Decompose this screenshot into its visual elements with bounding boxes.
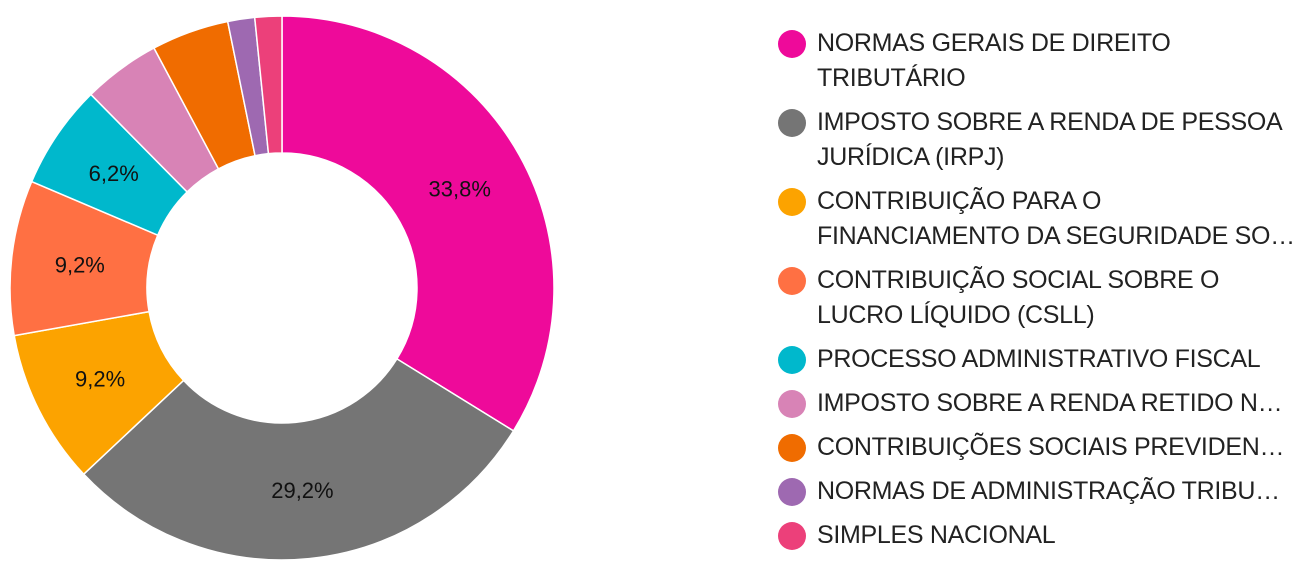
legend-label: CONTRIBUIÇÃO SOCIAL SOBRE O LUCRO LÍQUID… <box>817 266 1220 329</box>
legend-label: IMPOSTO SOBRE A RENDA DE PESSOA JURÍDICA… <box>817 108 1282 171</box>
legend-swatch <box>778 478 806 506</box>
slice-value-label: 9,2% <box>75 367 125 392</box>
legend-item[interactable]: IMPOSTO SOBRE A RENDA RETIDO N… <box>778 386 1303 421</box>
legend-swatch <box>778 188 806 216</box>
pie-slice[interactable] <box>82 357 515 561</box>
legend-swatch <box>778 109 806 137</box>
legend-item[interactable]: IMPOSTO SOBRE A RENDA DE PESSOA JURÍDICA… <box>778 105 1303 175</box>
legend-label: PROCESSO ADMINISTRATIVO FISCAL <box>817 345 1261 373</box>
legend-item[interactable]: PROCESSO ADMINISTRATIVO FISCAL <box>778 342 1303 377</box>
legend-swatch <box>778 30 806 58</box>
slice-value-label: 9,2% <box>55 253 105 278</box>
legend-swatch <box>778 522 806 550</box>
slice-value-label: 33,8% <box>429 176 491 201</box>
legend-swatch <box>778 434 806 462</box>
legend-item[interactable]: CONTRIBUIÇÕES SOCIAIS PREVIDENC… <box>778 430 1303 465</box>
legend-item[interactable]: SIMPLES NACIONAL <box>778 518 1303 553</box>
legend-item[interactable]: CONTRIBUIÇÃO PARA O FINANCIAMENTO DA SEG… <box>778 184 1303 254</box>
legend-label: IMPOSTO SOBRE A RENDA RETIDO N… <box>817 389 1283 417</box>
legend-item[interactable]: CONTRIBUIÇÃO SOCIAL SOBRE O LUCRO LÍQUID… <box>778 263 1303 333</box>
legend-item[interactable]: NORMAS DE ADMINISTRAÇÃO TRIBU… <box>778 474 1303 509</box>
chart-legend: NORMAS GERAIS DE DIREITO TRIBUTÁRIO IMPOS… <box>778 26 1303 562</box>
slice-value-label: 6,2% <box>89 161 139 186</box>
pie-slice[interactable] <box>253 15 283 155</box>
legend-swatch <box>778 346 806 374</box>
slice-value-label: 29,2% <box>271 478 333 503</box>
legend-label: NORMAS GERAIS DE DIREITO TRIBUTÁRIO <box>817 29 1171 92</box>
legend-swatch <box>778 390 806 418</box>
legend-label: NORMAS DE ADMINISTRAÇÃO TRIBU… <box>817 477 1280 505</box>
donut-chart: 33,8% 29,2% 9,2% 9,2% 6,2% <box>9 15 555 561</box>
legend-swatch <box>778 267 806 295</box>
legend-label: CONTRIBUIÇÕES SOCIAIS PREVIDENC… <box>817 433 1299 461</box>
legend-label: CONTRIBUIÇÃO PARA O FINANCIAMENTO DA SEG… <box>817 187 1295 250</box>
pie-slice[interactable] <box>281 15 555 432</box>
legend-item[interactable]: NORMAS GERAIS DE DIREITO TRIBUTÁRIO <box>778 26 1303 96</box>
legend-label: SIMPLES NACIONAL <box>817 521 1056 549</box>
